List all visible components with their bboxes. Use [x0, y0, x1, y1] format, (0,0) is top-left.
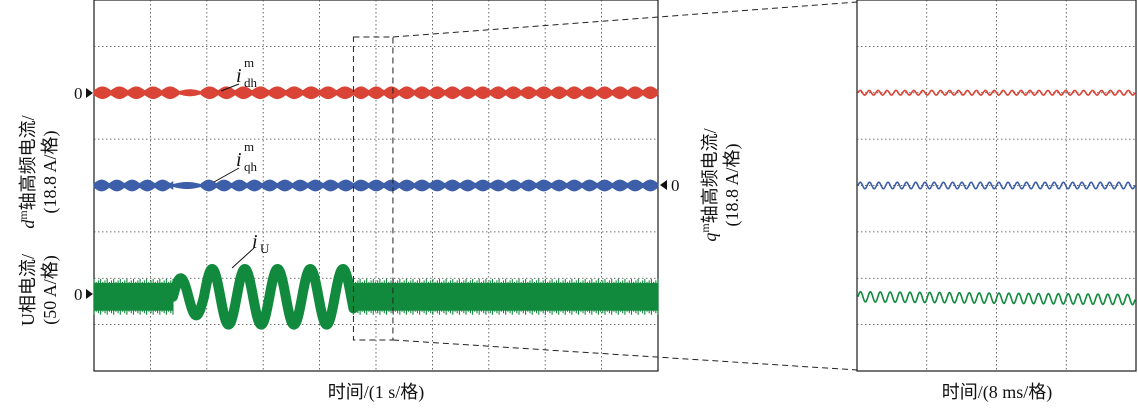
label-i-u: i U: [231, 231, 270, 269]
zero-arrow-u: [86, 289, 93, 299]
x-axis-caption-main: 时间/(1 s/格): [328, 382, 425, 403]
trace-u-wave-1: [167, 273, 209, 321]
trace-dh: [93, 86, 659, 100]
zero-label-qh: 0: [671, 176, 680, 195]
zoom-window-rect: [352, 36, 394, 341]
zoom-panel-traces: [857, 89, 1136, 306]
zero-arrow-dh: [86, 88, 93, 98]
zoom-trace-0: [857, 89, 1136, 96]
zoom-trace-2: [857, 290, 1136, 306]
label-i-qh: i m qh: [213, 139, 258, 183]
zero-marker-dh: 0: [74, 84, 93, 103]
label-i-qh-leader: [213, 167, 240, 183]
y-axis-label-d: dm轴高频电流/ (18.8 A/格): [16, 115, 61, 228]
label-i-qh-main: i: [236, 149, 242, 171]
label-i-dh-main: i: [236, 65, 242, 87]
trace-u-dense-lines-0: [93, 278, 174, 315]
y-label-d-scale: (18.8 A/格): [40, 130, 61, 213]
label-i-qh-sup: m: [244, 139, 254, 154]
zoom-connector-bottom: [392, 339, 858, 371]
x-axis-caption-zoom: 时间/(8 ms/格): [942, 382, 1053, 403]
label-i-dh-sup: m: [244, 55, 254, 70]
trace-u-wave-2: [198, 263, 359, 330]
trace-qh: [93, 179, 659, 192]
label-i-qh-sub: qh: [244, 159, 258, 174]
label-i-u-main: i: [252, 231, 258, 253]
zoom-indicator: [352, 1, 858, 371]
y-label-d-text: 轴高频电流/: [18, 115, 38, 210]
zero-label-dh: 0: [74, 84, 83, 103]
y-label-d-prefix: d: [18, 219, 38, 229]
y-label-u-text: U相电流/: [18, 254, 38, 326]
label-i-u-sub: U: [260, 241, 270, 256]
y-label-q-prefix: q: [700, 233, 720, 242]
trace-U: [93, 263, 659, 330]
label-i-dh: i m dh: [220, 55, 258, 92]
zero-marker-u: 0: [74, 285, 93, 304]
zero-marker-qh: 0: [660, 176, 680, 195]
y-label-q-text: 轴高频电流/: [700, 128, 720, 223]
svg-text:dm轴高频电流/: dm轴高频电流/: [16, 115, 38, 228]
svg-text:qm轴高频电流/: qm轴高频电流/: [698, 128, 720, 241]
y-label-q-scale: (18.8 A/格): [722, 143, 743, 226]
zero-label-u: 0: [74, 285, 83, 304]
main-panel: [93, 0, 659, 372]
zero-arrow-qh: [660, 180, 667, 190]
zoom-connector-top: [392, 1, 858, 38]
y-label-u-scale: (50 A/格): [40, 255, 61, 325]
y-label-d-sup: m: [16, 210, 30, 220]
label-i-dh-leader: [220, 83, 240, 92]
main-panel-traces: [93, 86, 659, 330]
zoom-panel: [856, 0, 1137, 372]
label-i-u-leader: [231, 247, 255, 269]
y-axis-label-q: qm轴高频电流/ (18.8 A/格): [698, 128, 743, 241]
label-i-dh-sub: dh: [244, 75, 258, 90]
zoom-trace-1: [857, 181, 1136, 190]
y-axis-label-u: U相电流/ (50 A/格): [18, 254, 61, 326]
y-label-q-sup: m: [698, 223, 712, 233]
